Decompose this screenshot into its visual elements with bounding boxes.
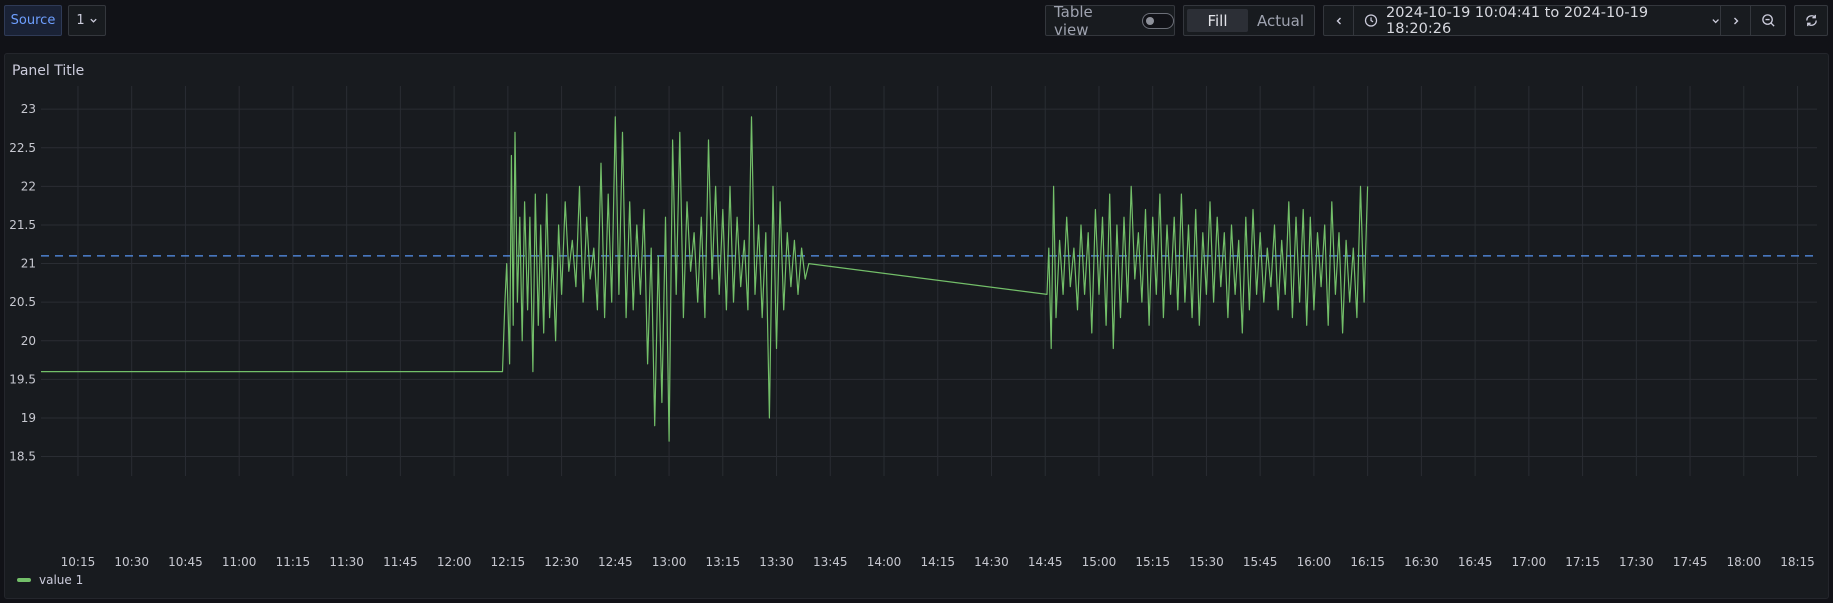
clock-icon <box>1364 14 1378 27</box>
y-tick-label: 22 <box>21 179 36 193</box>
x-tick-label: 16:15 <box>1350 555 1385 569</box>
x-tick-label: 10:30 <box>114 555 149 569</box>
x-tick-label: 15:15 <box>1135 555 1170 569</box>
dashboard-toolbar: Source 1 Table view Fill Actual 2024-10-… <box>0 0 1833 43</box>
x-tick-label: 12:30 <box>544 555 579 569</box>
table-view-toggle[interactable]: Table view <box>1045 2 1175 39</box>
x-tick-label: 18:00 <box>1727 555 1762 569</box>
x-tick-label: 16:30 <box>1404 555 1439 569</box>
y-tick-label: 19.5 <box>9 372 36 386</box>
x-tick-label: 17:00 <box>1512 555 1547 569</box>
zoom-out-icon <box>1761 14 1775 27</box>
chevron-down-icon <box>1712 18 1719 23</box>
x-tick-label: 17:30 <box>1619 555 1654 569</box>
x-tick-label: 17:15 <box>1565 555 1600 569</box>
y-tick-label: 21.5 <box>9 218 36 232</box>
x-tick-label: 14:45 <box>1028 555 1063 569</box>
time-to-word: to <box>1544 4 1560 21</box>
time-range-picker[interactable]: 2024-10-19 10:04:41 to 2024-10-19 18:20:… <box>1354 5 1721 37</box>
time-series-panel: Panel Title 23 22.5 22 21.5 21 20.5 20 19.5 19 18… <box>4 53 1829 599</box>
actual-option[interactable]: Actual <box>1250 9 1311 32</box>
x-tick-label: 15:45 <box>1243 555 1278 569</box>
y-tick-label: 18.5 <box>9 450 36 464</box>
y-tick-label: 20 <box>21 334 36 348</box>
x-tick-label: 15:00 <box>1082 555 1117 569</box>
table-view-label: Table view <box>1054 2 1093 39</box>
legend-swatch <box>17 578 31 582</box>
refresh-icon <box>1805 14 1817 27</box>
y-tick-label: 21 <box>21 257 36 271</box>
time-range-controls: 2024-10-19 10:04:41 to 2024-10-19 18:20:… <box>1323 5 1786 37</box>
chevron-down-icon <box>89 18 97 23</box>
x-tick-label: 11:15 <box>276 555 311 569</box>
legend-label[interactable]: value 1 <box>39 573 84 587</box>
time-forward-button[interactable] <box>1721 6 1751 35</box>
panel-title: Panel Title <box>12 63 85 79</box>
x-tick-label: 16:00 <box>1297 555 1332 569</box>
source-button[interactable]: Source <box>4 5 62 36</box>
time-series-chart[interactable]: 23 22.5 22 21.5 21 20.5 20 19.5 19 18.5 10:15 10:30… <box>5 54 1830 600</box>
time-to: 2024-10-19 18:20:26 <box>1386 4 1649 37</box>
x-tick-label: 15:30 <box>1189 555 1224 569</box>
y-tick-label: 20.5 <box>9 295 36 309</box>
refresh-button[interactable] <box>1794 5 1828 36</box>
fill-label: Fill <box>1207 11 1228 30</box>
x-tick-label: 13:00 <box>652 555 687 569</box>
x-tick-label: 10:15 <box>61 555 96 569</box>
x-tick-label: 14:15 <box>920 555 955 569</box>
x-tick-label: 14:00 <box>867 555 902 569</box>
x-tick-label: 13:15 <box>706 555 741 569</box>
x-tick-label: 17:45 <box>1673 555 1708 569</box>
x-tick-label: 11:45 <box>383 555 418 569</box>
fill-option[interactable]: Fill <box>1187 9 1248 32</box>
x-tick-label: 10:45 <box>168 555 203 569</box>
y-tick-label: 19 <box>21 411 36 425</box>
x-tick-label: 11:30 <box>329 555 364 569</box>
x-tick-label: 12:45 <box>598 555 633 569</box>
x-tick-label: 13:45 <box>813 555 848 569</box>
y-tick-label: 22.5 <box>9 141 36 155</box>
zoom-out-button[interactable] <box>1751 6 1785 35</box>
table-view-switch[interactable] <box>1142 12 1174 29</box>
switch-knob <box>1146 16 1155 25</box>
variable-value: 1 <box>76 13 85 28</box>
x-tick-label: 16:45 <box>1458 555 1493 569</box>
x-tick-label: 12:15 <box>491 555 526 569</box>
series-line-value-1 <box>41 116 1369 442</box>
x-tick-label: 12:00 <box>437 555 472 569</box>
x-tick-label: 18:15 <box>1780 555 1815 569</box>
legend: value 1 <box>17 573 83 587</box>
y-tick-label: 23 <box>21 102 36 116</box>
fill-actual-group: Fill Actual <box>1183 5 1315 36</box>
x-tick-label: 13:30 <box>759 555 794 569</box>
source-button-label: Source <box>10 13 56 28</box>
time-from: 2024-10-19 10:04:41 <box>1386 4 1541 21</box>
chevron-right-icon <box>1733 17 1738 24</box>
chevron-left-icon <box>1336 17 1341 24</box>
x-tick-label: 11:00 <box>222 555 257 569</box>
time-back-button[interactable] <box>1324 6 1354 35</box>
variable-select[interactable]: 1 <box>68 5 106 36</box>
time-range-text: 2024-10-19 10:04:41 to 2024-10-19 18:20:… <box>1386 5 1697 37</box>
actual-label: Actual <box>1257 11 1304 30</box>
x-tick-label: 14:30 <box>974 555 1009 569</box>
